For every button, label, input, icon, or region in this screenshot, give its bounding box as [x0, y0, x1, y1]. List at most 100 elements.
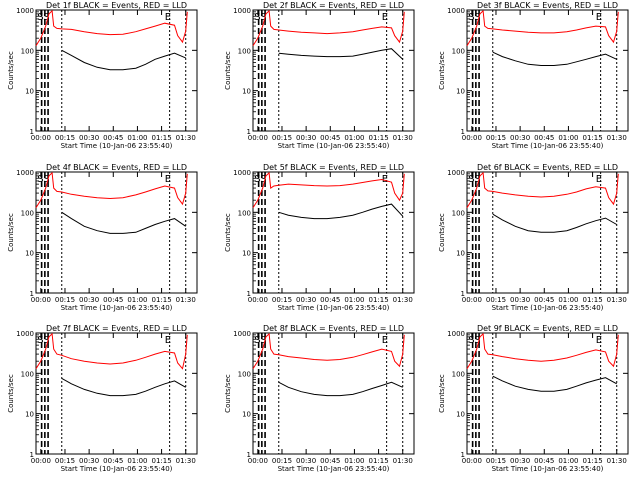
- interval-marker: S: [474, 174, 480, 185]
- interval-marker: E: [596, 12, 602, 23]
- panel-title: Det 4f BLACK = Events, RED = LLD: [46, 163, 187, 172]
- y-tick-label: 100: [21, 370, 34, 378]
- interval-marker: S: [254, 174, 260, 185]
- x-axis-label: Start Time (10-Jan-06 23:55:40): [278, 304, 390, 312]
- x-tick-label: 00:00: [462, 296, 482, 304]
- interval-marker: E: [596, 335, 602, 346]
- interval-marker: E: [382, 174, 388, 185]
- y-tick-label: 10: [456, 250, 465, 258]
- y-tick-label: 100: [452, 370, 465, 378]
- x-tick-label: 01:00: [558, 457, 578, 465]
- y-axis-label: Counts/sec: [438, 213, 446, 252]
- series-lld: [35, 9, 188, 46]
- x-tick-label: 00:30: [296, 296, 316, 304]
- x-tick-label: 01:00: [127, 296, 147, 304]
- x-tick-label: 00:45: [320, 296, 340, 304]
- y-tick-label: 10: [242, 411, 251, 419]
- y-tick-label: 1000: [447, 169, 465, 177]
- x-axis-label: Start Time (10-Jan-06 23:55:40): [278, 465, 390, 473]
- y-axis-label: Counts/sec: [224, 374, 232, 413]
- x-tick-label: 01:00: [127, 134, 147, 142]
- x-tick-label: 00:45: [534, 134, 554, 142]
- x-tick-label: 00:00: [248, 296, 268, 304]
- x-tick-label: 00:15: [55, 457, 75, 465]
- x-tick-label: 01:30: [176, 457, 196, 465]
- interval-marker: S: [43, 335, 49, 346]
- x-tick-label: 01:30: [607, 134, 627, 142]
- plot-frame: [252, 171, 415, 294]
- interval-marker: S: [474, 12, 480, 23]
- plot-frame: [35, 9, 198, 132]
- y-tick-label: 1000: [16, 7, 34, 15]
- panel-title: Det 1f BLACK = Events, RED = LLD: [46, 1, 187, 10]
- series-events: [278, 203, 404, 220]
- series-events: [61, 49, 186, 71]
- series-events: [492, 213, 617, 233]
- x-tick-label: 01:00: [344, 134, 364, 142]
- interval-marker: S: [474, 335, 480, 346]
- y-tick-label: 1000: [447, 7, 465, 15]
- interval-marker: E: [596, 174, 602, 185]
- y-tick-label: 10: [456, 88, 465, 96]
- x-tick-label: 00:45: [534, 296, 554, 304]
- x-axis-label: Start Time (10-Jan-06 23:55:40): [492, 304, 604, 312]
- plot-frame: [466, 332, 629, 455]
- x-tick-label: 01:15: [368, 457, 388, 465]
- x-tick-label: 00:30: [79, 457, 99, 465]
- interval-marker: S: [260, 174, 266, 185]
- x-axis-label: Start Time (10-Jan-06 23:55:40): [61, 465, 173, 473]
- series-events: [278, 48, 404, 60]
- interval-marker: S: [468, 12, 474, 23]
- interval-marker: S: [43, 174, 49, 185]
- detector-panel-9: Det 9f BLACK = Events, RED = LLD 1 10 100 10…: [438, 324, 629, 473]
- x-tick-label: 01:00: [344, 296, 364, 304]
- y-tick-label: 10: [456, 411, 465, 419]
- x-axis-label: Start Time (10-Jan-06 23:55:40): [61, 142, 173, 150]
- x-tick-label: 00:15: [486, 296, 506, 304]
- x-tick-label: 01:30: [176, 134, 196, 142]
- y-tick-label: 100: [21, 209, 34, 217]
- x-tick-label: 01:15: [582, 296, 602, 304]
- x-tick-label: 00:45: [534, 457, 554, 465]
- x-tick-label: 00:00: [248, 134, 268, 142]
- x-tick-label: 01:15: [368, 296, 388, 304]
- detector-panel-7: Det 7f BLACK = Events, RED = LLD 1 10 100 10…: [7, 324, 198, 473]
- x-tick-label: 01:30: [393, 457, 413, 465]
- interval-marker: S: [254, 335, 260, 346]
- series-lld: [252, 171, 405, 208]
- x-tick-label: 01:30: [176, 296, 196, 304]
- x-tick-label: 01:15: [151, 296, 171, 304]
- plot-frame: [35, 171, 198, 294]
- y-tick-label: 10: [242, 250, 251, 258]
- y-tick-label: 100: [21, 47, 34, 55]
- y-tick-label: 1: [461, 290, 465, 298]
- interval-marker: S: [37, 174, 43, 185]
- x-tick-label: 00:45: [103, 134, 123, 142]
- y-axis-label: Counts/sec: [438, 51, 446, 90]
- y-tick-label: 100: [238, 370, 251, 378]
- x-tick-label: 01:15: [368, 134, 388, 142]
- panel-title: Det 7f BLACK = Events, RED = LLD: [46, 324, 187, 333]
- x-tick-label: 00:15: [272, 296, 292, 304]
- y-tick-label: 1: [247, 128, 251, 136]
- x-tick-label: 00:15: [55, 134, 75, 142]
- detector-panel-4: Det 4f BLACK = Events, RED = LLD 1 10 100 10…: [7, 163, 198, 312]
- x-tick-label: 00:00: [31, 296, 51, 304]
- interval-marker: S: [37, 335, 43, 346]
- series-events: [492, 375, 617, 392]
- plot-frame: [252, 9, 415, 132]
- x-tick-label: 01:15: [151, 457, 171, 465]
- interval-marker: S: [260, 335, 266, 346]
- plot-frame: [466, 9, 629, 132]
- x-tick-label: 00:00: [248, 457, 268, 465]
- panel-title: Det 2f BLACK = Events, RED = LLD: [263, 1, 404, 10]
- series-events: [61, 211, 186, 234]
- y-axis-label: Counts/sec: [224, 51, 232, 90]
- x-tick-label: 01:00: [127, 457, 147, 465]
- y-tick-label: 1: [461, 128, 465, 136]
- x-tick-label: 01:30: [393, 134, 413, 142]
- y-tick-label: 1: [461, 451, 465, 459]
- interval-marker: E: [382, 335, 388, 346]
- detector-panel-6: Det 6f BLACK = Events, RED = LLD 1 10 100 10…: [438, 163, 629, 312]
